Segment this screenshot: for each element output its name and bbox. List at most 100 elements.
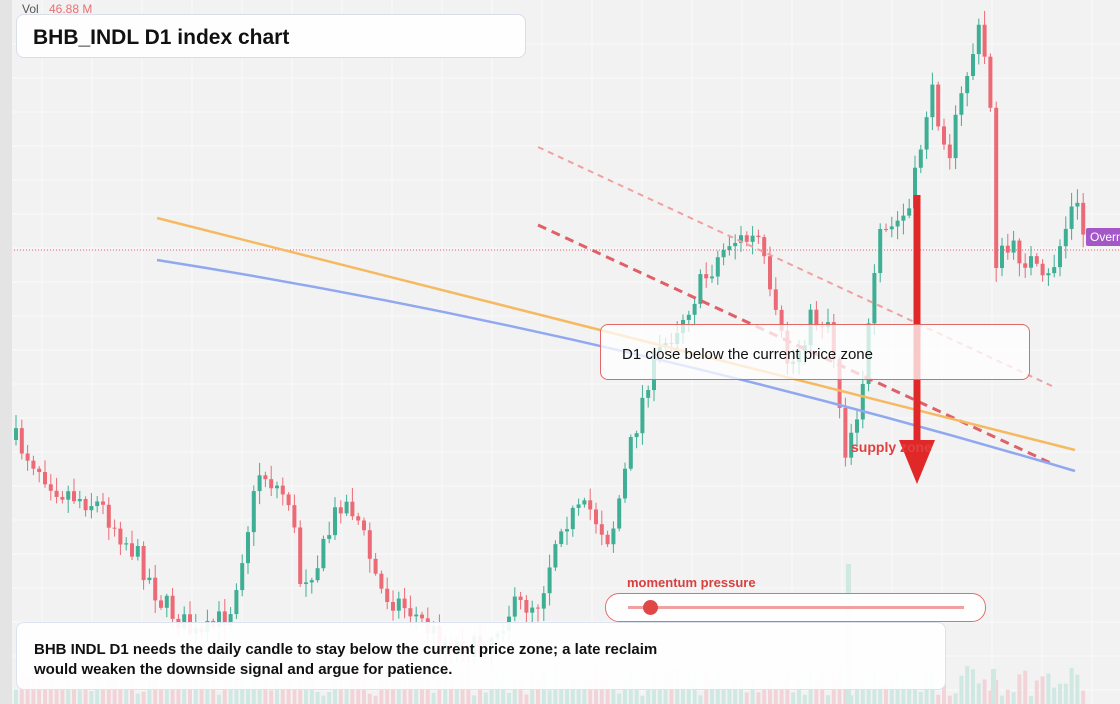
candle-body: [773, 289, 778, 310]
candle-body: [953, 114, 958, 159]
candle-body: [304, 582, 308, 584]
candle-body: [14, 428, 18, 440]
candle-body: [373, 558, 378, 574]
candle-body: [333, 507, 337, 536]
candle-body: [907, 208, 912, 216]
candle-body: [19, 428, 24, 454]
volume-bar: [1000, 695, 1004, 704]
volume-bar: [240, 677, 245, 704]
slider-thumb[interactable]: [643, 600, 658, 615]
candle-body: [95, 501, 100, 507]
volume-bar: [611, 684, 616, 704]
candle-body: [541, 593, 546, 609]
candle-body: [988, 56, 993, 108]
volume-bar: [269, 690, 274, 704]
candle-body: [947, 144, 952, 159]
candle-body: [889, 226, 894, 230]
slider[interactable]: [605, 593, 986, 622]
candle-body: [994, 107, 999, 268]
candle-body: [89, 506, 94, 511]
volume-bar: [344, 689, 349, 704]
volume-bar: [791, 692, 796, 704]
volume-bar: [588, 680, 593, 704]
volume-bar: [884, 684, 888, 704]
trend-line-dashed: [537, 223, 1056, 467]
note-line: BHB INDL D1 needs the daily candle to st…: [34, 641, 658, 658]
volume-bar: [286, 679, 291, 704]
volume-bar: [199, 679, 204, 704]
volume-bar: [1063, 683, 1068, 704]
volume-bar: [275, 680, 279, 704]
candle-body: [420, 614, 424, 619]
volume-bar: [739, 676, 743, 704]
volume-bar: [907, 687, 912, 704]
volume-bar: [860, 677, 865, 704]
candle-body: [222, 611, 227, 626]
volume-bar: [698, 695, 703, 704]
volume-bar: [988, 690, 993, 704]
volume-bar: [634, 686, 639, 704]
volume-bar: [570, 679, 575, 704]
volume-bar: [43, 680, 47, 704]
candle-body: [48, 484, 53, 491]
candle-body: [611, 528, 616, 545]
candle-body: [257, 475, 262, 492]
candle-body: [704, 274, 709, 279]
volume-bar: [797, 678, 801, 704]
volume-bar: [454, 689, 459, 704]
volume-bar: [1069, 667, 1074, 704]
candle-body: [634, 433, 639, 438]
volume-bar: [982, 679, 987, 704]
candle-body: [884, 229, 888, 231]
candle-body: [356, 516, 361, 521]
candle-body: [971, 54, 975, 77]
volume-bar: [565, 687, 569, 704]
candle-body: [628, 437, 633, 469]
candle-body: [321, 538, 326, 569]
candle-body: [849, 432, 854, 458]
candle-body: [524, 599, 529, 613]
volume-bar: [991, 669, 996, 704]
candle-body: [715, 257, 720, 277]
volume-bar: [826, 695, 830, 704]
candle-body: [292, 505, 297, 528]
volume-bar: [1023, 670, 1028, 704]
volume-bar: [164, 689, 169, 704]
volume-bar: [657, 686, 662, 704]
volume-bar: [971, 669, 975, 704]
candle-body: [837, 359, 842, 408]
slider-label: momentum pressure: [627, 575, 756, 590]
candle-body: [640, 397, 645, 434]
candle-body: [686, 314, 691, 320]
volume-bar: [512, 678, 517, 704]
candle-body: [112, 527, 117, 529]
volume-bar: [321, 695, 326, 704]
volume-bar: [536, 680, 540, 704]
zone-label: supply zone: [851, 439, 932, 455]
volume-bar: [559, 688, 564, 704]
candle-body: [617, 498, 622, 529]
candle-body: [559, 531, 564, 545]
candle-body: [855, 419, 859, 433]
volume-bar: [89, 691, 94, 704]
candle-body: [710, 276, 714, 279]
volume-bar: [396, 681, 401, 704]
candle-body: [739, 235, 743, 243]
candle-body: [1029, 256, 1033, 268]
candle-body: [298, 527, 303, 584]
candle-body: [408, 608, 413, 617]
candle-body: [43, 472, 47, 485]
volume-bar: [530, 676, 535, 704]
candle-body: [605, 534, 610, 545]
title-box: BHB_INDL D1 index chart: [16, 14, 526, 58]
volume-bar: [472, 695, 477, 704]
candle-body: [878, 229, 883, 274]
candle-body: [251, 491, 256, 533]
candle-body: [965, 76, 970, 94]
volume-bar: [750, 676, 755, 704]
candle-body: [901, 215, 906, 221]
candle-body: [228, 614, 233, 626]
volume-bar: [402, 677, 407, 704]
volume-bar: [518, 677, 523, 704]
candle-body: [391, 602, 395, 611]
